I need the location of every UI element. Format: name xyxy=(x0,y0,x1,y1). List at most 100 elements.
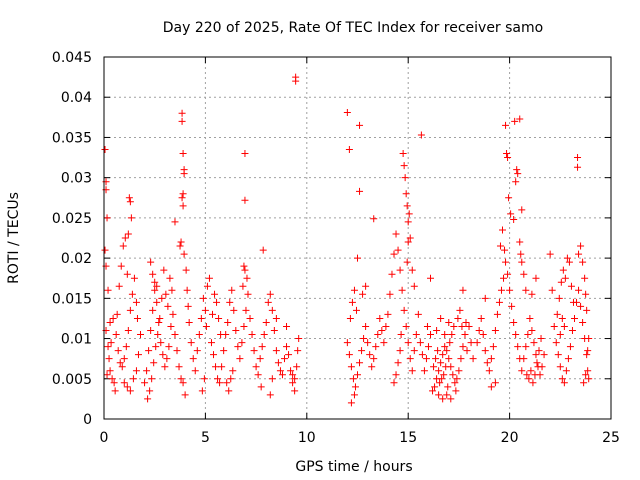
data-point xyxy=(401,174,409,182)
data-point xyxy=(199,294,207,302)
data-point xyxy=(487,383,495,391)
data-point xyxy=(537,335,545,343)
data-point xyxy=(122,343,130,351)
data-point xyxy=(346,314,354,322)
data-point xyxy=(213,298,221,306)
data-point xyxy=(552,339,560,347)
data-point xyxy=(169,310,177,318)
data-point xyxy=(148,375,156,383)
data-point xyxy=(178,109,186,117)
data-point xyxy=(485,367,493,375)
data-point xyxy=(583,306,591,314)
data-point xyxy=(575,286,583,294)
data-point xyxy=(398,286,406,294)
data-point xyxy=(114,347,122,355)
data-point xyxy=(256,355,264,363)
data-point xyxy=(145,347,153,355)
data-point xyxy=(171,331,179,339)
data-point xyxy=(223,379,231,387)
data-point xyxy=(555,294,563,302)
data-point xyxy=(473,339,481,347)
data-point xyxy=(191,367,199,375)
x-tick-labels: 0 5 10 15 20 25 xyxy=(100,430,620,446)
data-point xyxy=(550,322,558,330)
data-point xyxy=(134,351,142,359)
data-point xyxy=(246,314,254,322)
data-point xyxy=(274,359,282,367)
data-point xyxy=(218,363,226,371)
data-point xyxy=(497,286,505,294)
data-point xyxy=(384,310,392,318)
data-point xyxy=(585,335,593,343)
data-point xyxy=(180,170,188,178)
data-point xyxy=(418,351,426,359)
data-point xyxy=(392,371,400,379)
y-tick-label: 0.03 xyxy=(61,171,92,187)
data-point xyxy=(207,339,215,347)
data-point xyxy=(417,131,425,139)
data-point xyxy=(500,274,508,282)
y-tick-label: 0.025 xyxy=(52,211,92,227)
data-point xyxy=(127,214,135,222)
data-point xyxy=(103,371,111,379)
data-point xyxy=(368,363,376,371)
y-tick-label: 0.045 xyxy=(52,50,92,66)
data-point xyxy=(123,383,131,391)
data-point xyxy=(208,310,216,318)
data-point xyxy=(220,347,228,355)
data-point xyxy=(264,298,272,306)
data-point xyxy=(574,154,582,162)
data-point xyxy=(390,250,398,258)
data-point xyxy=(399,150,407,158)
data-point xyxy=(563,254,571,262)
data-point xyxy=(528,290,536,298)
data-point xyxy=(510,215,518,223)
data-point xyxy=(582,290,590,298)
data-point xyxy=(360,335,368,343)
data-point xyxy=(580,379,588,387)
data-point xyxy=(157,339,165,347)
data-point xyxy=(489,343,497,351)
data-point xyxy=(557,278,565,286)
data-point xyxy=(526,314,534,322)
data-point xyxy=(520,270,528,278)
data-point xyxy=(397,331,405,339)
data-point xyxy=(343,339,351,347)
data-point xyxy=(126,306,134,314)
data-point xyxy=(106,318,114,326)
data-point xyxy=(252,363,260,371)
data-point xyxy=(456,306,464,314)
data-point xyxy=(351,383,359,391)
data-point xyxy=(354,371,361,379)
data-point xyxy=(520,355,528,363)
data-point xyxy=(150,359,158,367)
data-point xyxy=(250,347,258,355)
data-point xyxy=(577,242,585,250)
data-point xyxy=(262,318,270,326)
data-point xyxy=(154,331,162,339)
x-tick-label: 0 xyxy=(100,430,109,446)
x-axis-title: GPS time / hours xyxy=(295,459,412,475)
data-point xyxy=(101,146,109,154)
data-point xyxy=(431,383,439,391)
data-point xyxy=(270,327,278,335)
data-point xyxy=(548,286,556,294)
data-point xyxy=(116,359,124,367)
data-point xyxy=(408,367,416,375)
data-point xyxy=(362,282,370,290)
data-point xyxy=(266,290,274,298)
data-point xyxy=(506,286,514,294)
data-point xyxy=(238,339,246,347)
data-point xyxy=(483,359,491,367)
data-point xyxy=(161,363,169,371)
data-point xyxy=(197,314,205,322)
data-point xyxy=(416,339,424,347)
data-point xyxy=(394,359,402,367)
data-point xyxy=(106,367,114,375)
data-point xyxy=(193,347,201,355)
data-point xyxy=(400,306,408,314)
data-point xyxy=(356,121,364,129)
data-point xyxy=(507,210,515,218)
y-tick-label: 0.005 xyxy=(52,372,92,388)
